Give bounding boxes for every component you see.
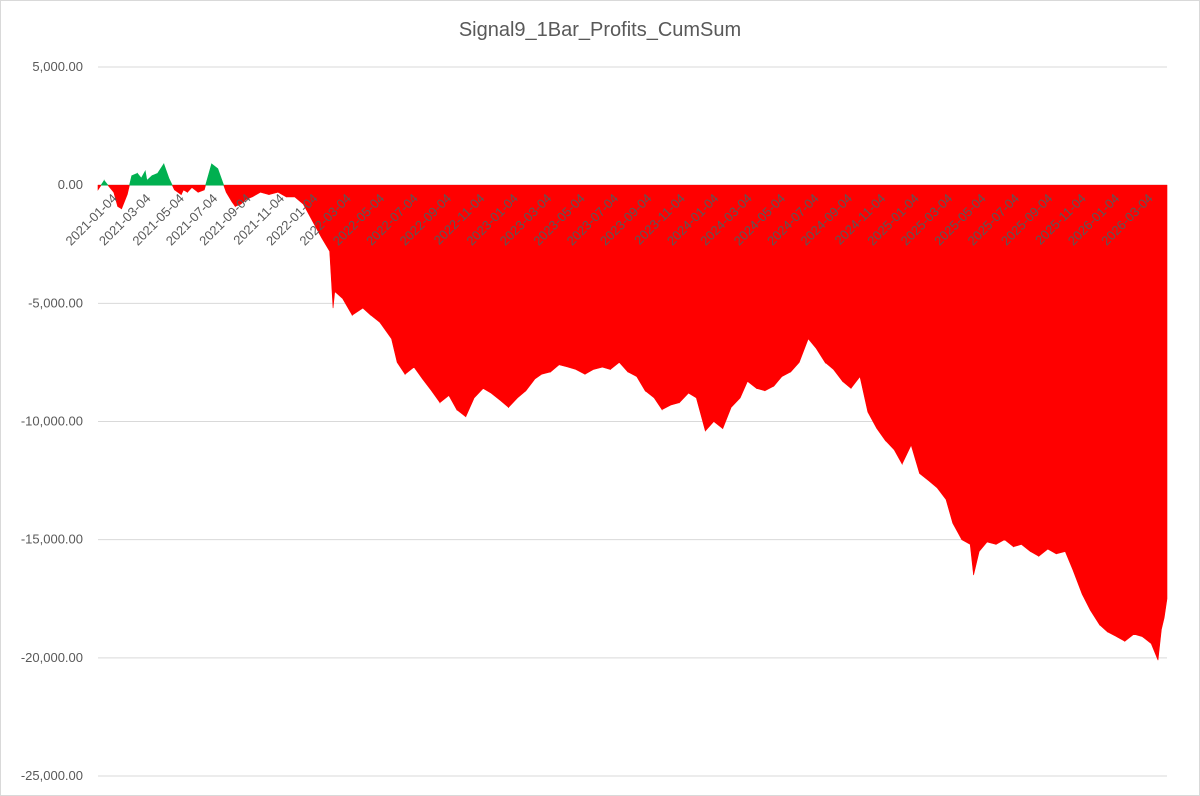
y-tick-label: -25,000.00 (21, 768, 83, 783)
negative-area (97, 184, 1168, 661)
y-tick-label: -5,000.00 (28, 295, 83, 310)
y-tick-label: 0.00 (58, 177, 83, 192)
y-tick-label: -20,000.00 (21, 650, 83, 665)
y-tick-label: -10,000.00 (21, 414, 83, 429)
y-tick-label: -15,000.00 (21, 532, 83, 547)
positive-area (100, 162, 225, 186)
chart-title: Signal9_1Bar_Profits_CumSum (458, 19, 742, 41)
y-tick-label: 5,000.00 (32, 59, 83, 74)
